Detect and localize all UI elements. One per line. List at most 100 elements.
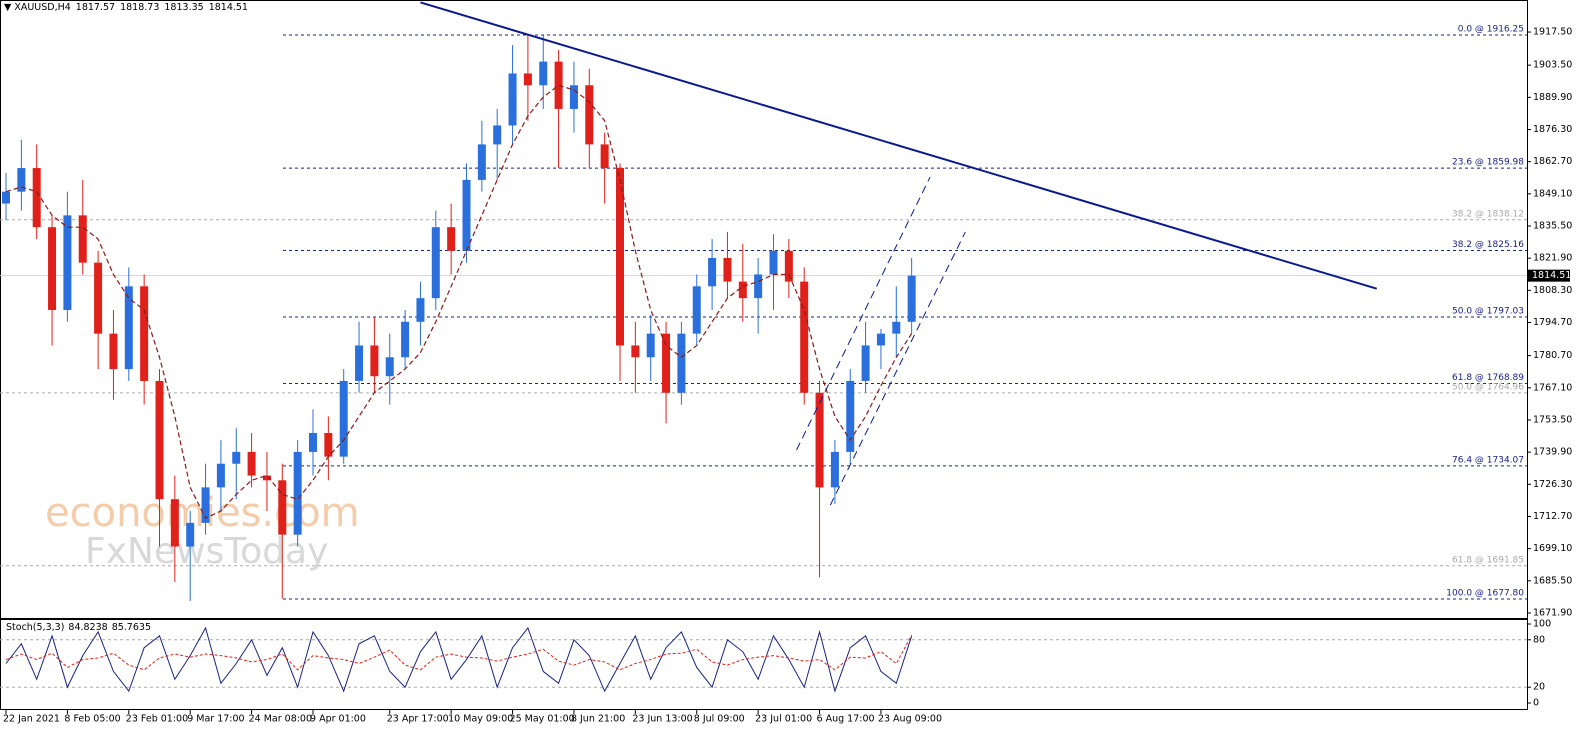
candle-body [262, 475, 271, 481]
candle-body [846, 380, 855, 452]
fib-label: 38.2 @ 1838.12 [1452, 209, 1524, 219]
candle-body [677, 333, 686, 393]
y-tick-label: 1849.10 [1533, 188, 1572, 199]
fib-label: 38.2 @ 1825.16 [1452, 240, 1524, 250]
stoch-line [5, 635, 913, 671]
candle-body [431, 227, 440, 299]
fib-label: 61.8 @ 1768.89 [1452, 373, 1524, 383]
x-tick-label: 23 Jun 13:00 [632, 714, 692, 725]
candle-body [278, 480, 287, 535]
y-tick-label: 1699.10 [1533, 543, 1572, 554]
stoch-tick-label: 80 [1533, 634, 1545, 645]
stoch-line [5, 626, 913, 693]
candle-body [554, 61, 563, 109]
y-tick-label: 1835.50 [1533, 221, 1572, 232]
y-tick-label: 1821.90 [1533, 253, 1572, 264]
y-tick-label: 1917.50 [1533, 27, 1572, 38]
fib-label: 23.6 @ 1859.98 [1452, 158, 1524, 168]
candle-body [17, 168, 26, 192]
symbol-header: ▼ XAUUSD,H4 1817.57 1818.73 1813.35 1814.51 [4, 2, 248, 13]
stoch-tick-label: 0 [1533, 698, 1539, 709]
x-tick-label: 22 Jan 2021 [3, 714, 60, 725]
fib-label: 0.0 @ 1916.25 [1458, 24, 1524, 34]
channel-line [796, 176, 931, 451]
candle-body [247, 451, 256, 476]
candle-body [109, 333, 118, 370]
x-tick-label: 23 Jul 01:00 [755, 714, 812, 725]
candle-body [493, 125, 502, 145]
candle-body [155, 380, 164, 500]
x-tick-label: 6 Aug 17:00 [817, 714, 875, 725]
candle-body [876, 333, 885, 346]
candle-body [2, 191, 10, 204]
candle-body [339, 380, 348, 457]
candle-body [569, 85, 578, 109]
moving-average [5, 84, 913, 519]
candle-body [216, 463, 225, 488]
candle-body [662, 333, 671, 393]
candle-body [309, 432, 317, 452]
fib-label: 76.4 @ 1734.07 [1452, 455, 1524, 465]
fib-label: 50.0 @ 1797.03 [1452, 306, 1524, 316]
x-tick-label: 24 Mar 08:00 [249, 714, 312, 725]
candle-body [600, 144, 609, 169]
candle-body [815, 392, 824, 488]
candle-body [94, 262, 103, 334]
y-tick-label: 1726.30 [1533, 479, 1572, 490]
y-tick-label: 1889.90 [1533, 92, 1572, 103]
candle-body [754, 274, 763, 299]
candle-body [48, 227, 57, 310]
fib-label: 50.0 @ 1764.96 [1452, 382, 1524, 392]
watermark: FxNewsToday [85, 531, 328, 572]
stoch-header: Stoch(5,3,3) 84.8238 85.7635 [6, 622, 155, 633]
candle-body [646, 333, 655, 358]
candle-body [370, 345, 379, 377]
candle-body [861, 345, 870, 381]
candle-body [723, 257, 732, 282]
price-marker-label: 1814.51 [1532, 270, 1571, 281]
candle-body [32, 168, 41, 228]
y-tick-label: 1780.70 [1533, 350, 1572, 361]
y-tick-label: 1739.90 [1533, 447, 1572, 458]
x-tick-label: 9 Apr 01:00 [310, 714, 366, 725]
fib-label: 100.0 @ 1677.80 [1446, 589, 1524, 599]
x-tick-label: 8 Feb 05:00 [64, 714, 120, 725]
y-tick-label: 1808.30 [1533, 285, 1572, 296]
candle-body [124, 286, 133, 370]
candle-body [539, 61, 548, 86]
candle-body [585, 85, 594, 145]
candle-body [738, 281, 747, 299]
candle-body [416, 298, 425, 322]
candle-body [401, 321, 410, 358]
candle-body [631, 345, 640, 358]
candle-body [140, 286, 149, 381]
x-tick-label: 23 Aug 09:00 [878, 714, 942, 725]
main-panel [0, 0, 1528, 619]
stoch-name: Stoch(5,3,3) [6, 622, 65, 633]
candle-body [324, 432, 333, 457]
candle-body [616, 168, 624, 346]
candle-body [462, 179, 471, 251]
candle-body [477, 144, 486, 180]
candle-body [708, 257, 717, 287]
stoch-tick-label: 20 [1533, 682, 1545, 693]
candle-body [769, 250, 778, 275]
y-tick-label: 1903.50 [1533, 60, 1572, 71]
candle-body [907, 275, 916, 322]
stoch-panel [0, 619, 1528, 710]
y-tick-label: 1876.30 [1533, 124, 1572, 135]
candle-body [201, 487, 210, 523]
candle-body [63, 215, 72, 310]
y-tick-label: 1671.90 [1533, 607, 1572, 618]
low: 1813.35 [164, 2, 204, 13]
candle-body [170, 499, 179, 547]
x-tick-label: 23 Apr 17:00 [387, 714, 449, 725]
candle-body [186, 522, 195, 547]
candle-body [784, 250, 793, 282]
stoch-signal: 85.7635 [111, 622, 151, 633]
price-marker [1528, 269, 1570, 282]
candle-body [508, 73, 517, 126]
y-tick-label: 1753.50 [1533, 414, 1572, 425]
